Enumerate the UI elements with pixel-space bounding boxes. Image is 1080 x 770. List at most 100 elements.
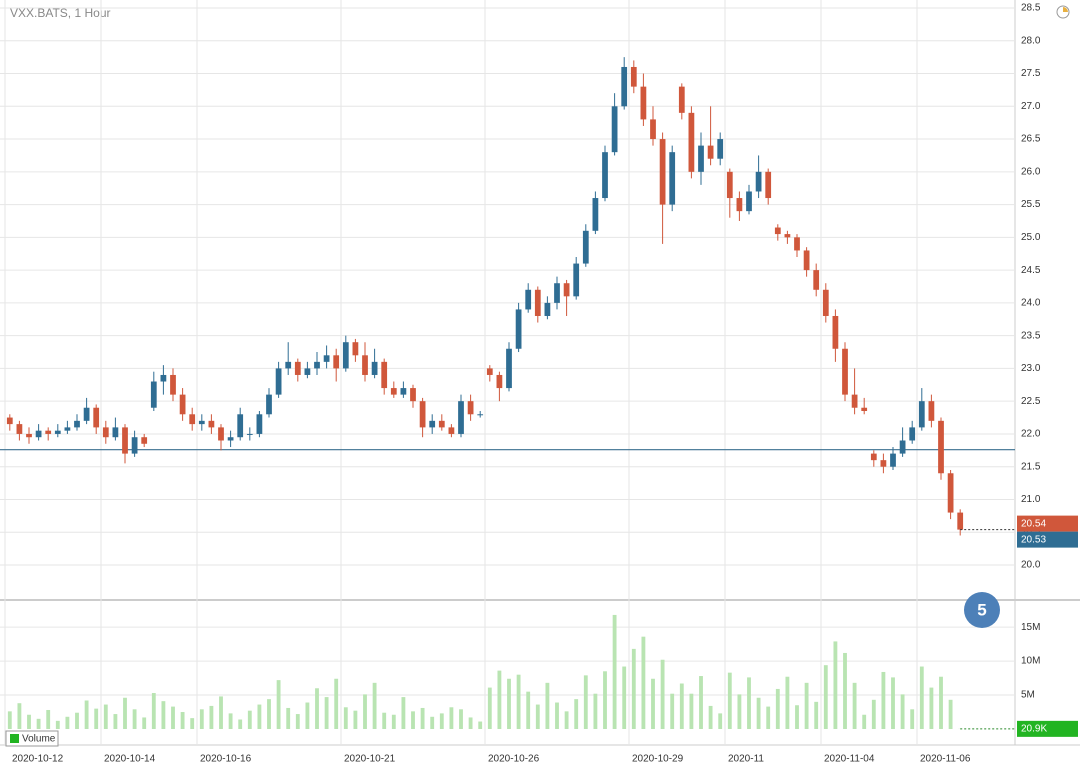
y-tick-label: 21.0 bbox=[1021, 494, 1041, 505]
volume-bar bbox=[27, 714, 31, 729]
candle-body bbox=[93, 407, 100, 428]
volume-bar bbox=[891, 677, 895, 729]
candle-body bbox=[563, 283, 570, 297]
last-price-box bbox=[1017, 515, 1078, 532]
volume-bar bbox=[228, 713, 233, 729]
volume-bar bbox=[343, 707, 348, 729]
volume-bar bbox=[756, 697, 761, 729]
candle-body bbox=[237, 414, 244, 438]
candle-body bbox=[458, 401, 464, 434]
chart-title: VXX.BATS, 1 Hour bbox=[10, 6, 110, 20]
candle-body bbox=[822, 289, 829, 316]
y-tick-label: 27.5 bbox=[1021, 68, 1041, 79]
volume-bar bbox=[526, 691, 531, 729]
volume-bar bbox=[363, 694, 367, 729]
volume-bar bbox=[507, 678, 511, 729]
candle-body bbox=[467, 401, 474, 415]
candle-body bbox=[112, 427, 119, 438]
bid-label: 20.53 bbox=[1021, 534, 1046, 545]
candle-body bbox=[323, 355, 330, 362]
volume-bar bbox=[516, 674, 521, 729]
volume-bar bbox=[151, 693, 156, 729]
candle-body bbox=[390, 388, 397, 395]
volume-bar bbox=[123, 697, 127, 729]
volume-bar bbox=[449, 707, 454, 729]
candle-body bbox=[266, 394, 272, 415]
volume-bar bbox=[180, 712, 185, 729]
legend-swatch bbox=[10, 734, 19, 743]
volume-bar bbox=[497, 670, 502, 729]
candle-body bbox=[26, 433, 32, 438]
candle-body bbox=[774, 227, 781, 235]
candle-body bbox=[736, 198, 743, 212]
volume-bar bbox=[699, 676, 703, 729]
candle-body bbox=[102, 427, 109, 438]
candle-body bbox=[371, 361, 378, 375]
y-tick-label: 23.5 bbox=[1021, 330, 1041, 341]
volume-bar bbox=[487, 687, 492, 729]
candle-body bbox=[573, 263, 580, 297]
candle-body bbox=[515, 309, 522, 349]
candle-body bbox=[246, 433, 253, 435]
candle-body bbox=[957, 512, 964, 530]
volume-bar bbox=[843, 652, 847, 729]
candle-body bbox=[342, 342, 349, 369]
y-tick-label: 27.0 bbox=[1021, 101, 1041, 112]
y-tick-label: 5M bbox=[1021, 690, 1035, 701]
candle-body bbox=[16, 424, 23, 434]
volume-bar bbox=[247, 710, 252, 729]
candle-body bbox=[909, 427, 916, 441]
badge[interactable] bbox=[964, 592, 1000, 628]
candle-body bbox=[755, 171, 762, 192]
volume-bar bbox=[852, 682, 857, 729]
y-tick-label: 25.5 bbox=[1021, 199, 1041, 210]
candle-body bbox=[870, 453, 877, 461]
volume-bar bbox=[334, 678, 339, 729]
volume-bar bbox=[411, 711, 415, 729]
candle-body bbox=[717, 139, 724, 159]
volume-bar bbox=[603, 671, 607, 729]
candle-body bbox=[419, 401, 426, 428]
candle-body bbox=[150, 381, 157, 408]
candle-body bbox=[448, 427, 455, 434]
volume-bar bbox=[747, 677, 751, 729]
x-tick-label: 2020-10-21 bbox=[344, 754, 396, 765]
candle-body bbox=[621, 66, 628, 107]
volume-bar bbox=[795, 705, 799, 729]
volume-bar bbox=[276, 680, 281, 729]
candle-body bbox=[861, 407, 868, 412]
volume-bar bbox=[190, 718, 195, 729]
volume-bar bbox=[391, 714, 396, 729]
volume-bar bbox=[622, 666, 627, 729]
candle-body bbox=[746, 191, 752, 212]
bid-box bbox=[1017, 531, 1078, 548]
candle-body bbox=[880, 460, 887, 467]
candle-body bbox=[890, 453, 896, 467]
candle-body bbox=[160, 374, 167, 382]
candle-body bbox=[477, 414, 484, 416]
candle-body bbox=[54, 430, 61, 434]
volume-bar bbox=[545, 682, 550, 729]
volume-bar bbox=[353, 710, 358, 729]
volume-bar bbox=[900, 694, 905, 729]
volume-bar bbox=[574, 699, 579, 729]
volume-bar bbox=[17, 703, 22, 729]
candle-body bbox=[410, 388, 416, 402]
candle-body bbox=[170, 374, 176, 395]
volume-bar bbox=[267, 699, 271, 729]
volume-bar bbox=[727, 672, 732, 729]
last-volume-box bbox=[1017, 720, 1078, 737]
y-tick-label: 22.0 bbox=[1021, 429, 1041, 440]
x-tick-label: 2020-10-12 bbox=[12, 754, 64, 765]
volume-bar bbox=[46, 709, 51, 729]
y-tick-label: 23.0 bbox=[1021, 363, 1041, 374]
volume-bar bbox=[785, 676, 790, 729]
x-tick-label: 2020-10-14 bbox=[104, 754, 156, 765]
candle-body bbox=[678, 86, 685, 113]
candle-body bbox=[669, 152, 676, 205]
candle-body bbox=[630, 66, 637, 87]
candle-body bbox=[506, 348, 512, 389]
candle-body bbox=[45, 430, 52, 434]
candle-body bbox=[189, 414, 196, 425]
volume-bar bbox=[113, 714, 118, 729]
